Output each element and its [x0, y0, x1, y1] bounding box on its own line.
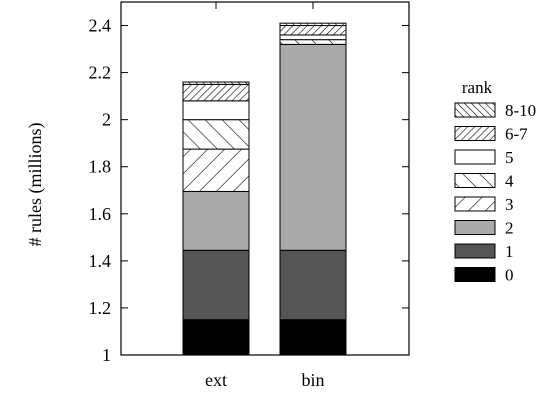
legend-label-rank-2: 2	[505, 219, 514, 238]
y-tick-label: 2	[102, 110, 111, 130]
bars-layer	[182, 22, 347, 356]
legend-label-rank-8-10: 8-10	[505, 101, 536, 120]
bar-bin-rank-1	[279, 249, 347, 321]
legend-label-rank-1: 1	[505, 242, 514, 261]
y-axis-label: # rules (millions)	[25, 123, 46, 247]
legend-label-rank-6-7: 6-7	[505, 125, 528, 144]
legend-swatch-rank-6-7	[454, 126, 496, 141]
legend-swatch-rank-4	[454, 173, 496, 188]
legend-swatch-rank-0	[454, 267, 496, 282]
bar-bin-rank-4	[279, 39, 347, 45]
category-label-bin: bin	[301, 370, 324, 390]
bar-bin-rank-8-10	[279, 22, 347, 27]
y-tick-label: 1.8	[89, 157, 112, 177]
x-axis-categories: ext bin	[205, 2, 325, 390]
y-axis-ticks: 1 1.2 1.4 1.6 1.8 2 2.2 2.4	[89, 16, 409, 365]
legend-label-rank-0: 0	[505, 266, 514, 285]
legend-label-rank-3: 3	[505, 195, 514, 214]
bar-bin-rank-6-7	[279, 25, 347, 36]
legend-title: rank	[462, 78, 493, 97]
bar-ext-rank-2	[182, 190, 250, 251]
y-tick-label: 2.4	[89, 16, 112, 36]
legend-swatch-rank-1	[454, 243, 496, 259]
bar-ext-rank-8-10	[182, 81, 250, 85]
y-tick-label: 2.2	[89, 63, 112, 83]
legend-swatch-rank-5	[454, 149, 496, 165]
bar-ext-rank-1	[182, 249, 250, 321]
legend-label-rank-5: 5	[505, 148, 514, 167]
legend-swatch-rank-2	[454, 220, 496, 235]
bar-ext-rank-6-7	[182, 83, 250, 102]
legend-swatch-rank-8-10	[454, 102, 496, 118]
y-tick-label: 1	[102, 345, 111, 365]
y-tick-label: 1.6	[89, 204, 112, 224]
legend: rank 8-10 6-7 5 4 3 2 1 0	[454, 78, 536, 285]
bar-bin-rank-2	[279, 43, 347, 251]
legend-label-rank-4: 4	[505, 172, 514, 191]
plot-frame	[120, 1, 410, 356]
y-tick-label: 1.4	[89, 251, 112, 271]
bar-ext-rank-4	[182, 119, 250, 150]
bar-ext-rank-3	[182, 148, 250, 192]
legend-swatch-rank-3	[454, 196, 496, 212]
y-tick-label: 1.2	[89, 298, 112, 318]
bar-bin-rank-5	[279, 34, 347, 41]
category-label-ext: ext	[205, 370, 227, 390]
bar-ext-rank-5	[182, 100, 250, 121]
